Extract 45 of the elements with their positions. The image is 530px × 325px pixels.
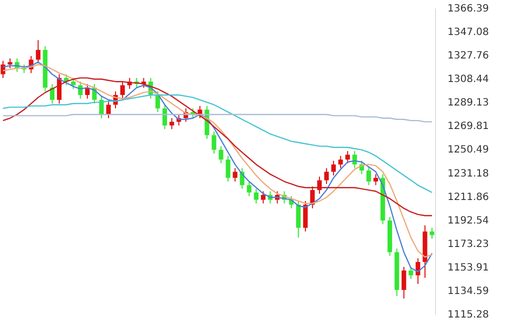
candlestick <box>198 105 202 119</box>
candlestick <box>212 131 216 154</box>
candlestick <box>155 90 160 113</box>
candlestick <box>170 118 174 130</box>
y-tick-label: 1250.49 <box>448 144 489 156</box>
y-tick-label: 1134.59 <box>448 286 489 297</box>
candlestick <box>366 166 371 186</box>
y-tick-label: 1115.28 <box>448 310 489 320</box>
y-tick-label: 1327.76 <box>448 50 489 62</box>
y-tick-label: 1308.44 <box>448 74 489 86</box>
candlestick <box>0 60 6 78</box>
y-tick-label: 1173.23 <box>448 238 489 250</box>
candlestick <box>408 266 414 280</box>
candlestick <box>246 181 252 197</box>
line-series <box>2 77 433 216</box>
y-tick-label: 1366.39 <box>448 4 489 14</box>
candlestick <box>254 188 258 204</box>
y-tick-label: 1192.54 <box>448 215 489 226</box>
candlestick <box>120 81 125 100</box>
y-tick-label: 1153.91 <box>448 262 489 274</box>
candlestick <box>71 77 76 90</box>
candlestick <box>296 200 301 238</box>
candlestick <box>345 150 350 164</box>
candlestick <box>430 227 434 240</box>
candlestick <box>106 100 111 119</box>
candlestick <box>373 174 378 186</box>
candlestick <box>226 155 230 182</box>
candlestick <box>8 58 12 69</box>
y-tick-label: 1289.13 <box>448 98 489 109</box>
candlestick <box>162 104 168 130</box>
candlestick <box>232 168 238 182</box>
y-tick-label: 1347.08 <box>448 27 489 38</box>
candlestick <box>218 146 224 164</box>
y-tick-label: 1211.86 <box>448 192 489 203</box>
y-tick-label: 1231.18 <box>448 168 489 180</box>
candlestick <box>338 155 343 169</box>
candlestick <box>324 168 329 184</box>
candlestick <box>331 160 336 176</box>
candlestick <box>352 150 357 169</box>
candlestick <box>303 200 308 232</box>
candlestick <box>36 40 40 64</box>
candlestick <box>317 176 322 194</box>
candlestick <box>260 190 266 204</box>
y-tick-label: 1269.81 <box>448 121 489 132</box>
candlestick <box>402 266 406 299</box>
